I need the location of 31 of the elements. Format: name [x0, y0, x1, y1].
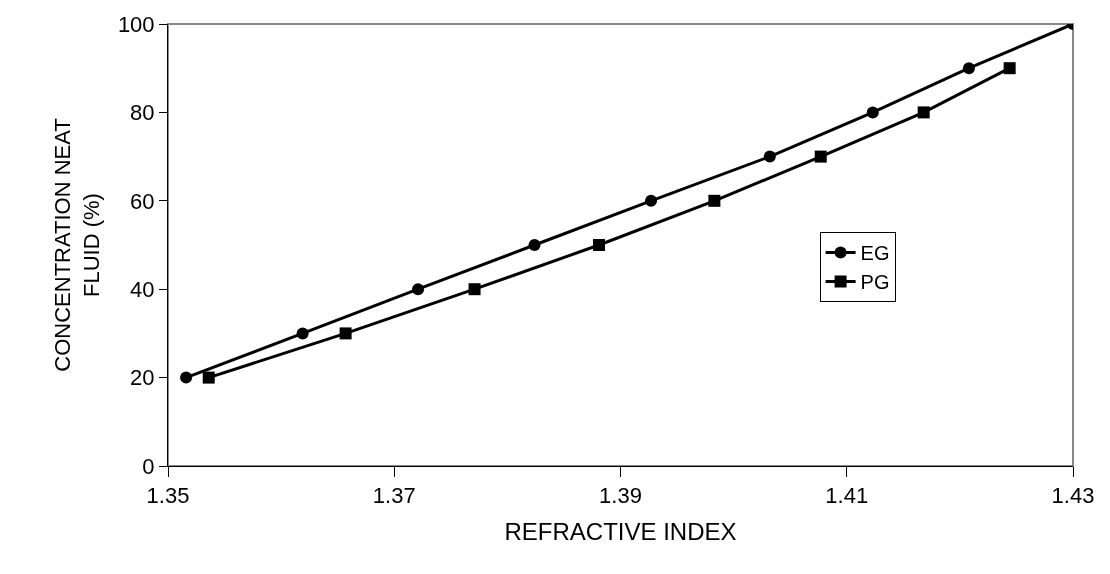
y-axis-title: CONCENTRATION NEAT FLUID (%) — [50, 118, 104, 372]
x-tick-label: 1.35 — [146, 483, 190, 509]
x-tick-label: 1.41 — [825, 483, 869, 509]
point — [866, 106, 879, 119]
y-tick-label: 0 — [142, 453, 155, 479]
y-tick-label: 40 — [130, 276, 155, 302]
x-tick-label: 1.39 — [599, 483, 642, 509]
point — [962, 62, 975, 75]
point — [1003, 62, 1016, 75]
point — [814, 150, 827, 163]
y-tick-label: 80 — [130, 100, 155, 126]
legend-label: EG — [860, 242, 890, 265]
point — [593, 239, 606, 251]
point — [645, 194, 658, 207]
legend-label: PG — [860, 271, 890, 294]
point — [917, 106, 930, 119]
point — [339, 327, 352, 340]
point — [180, 371, 193, 384]
point — [708, 194, 721, 207]
x-axis-title: REFRACTIVE INDEX — [504, 517, 737, 545]
y-tick-label: 20 — [130, 365, 155, 391]
point — [468, 283, 481, 296]
point — [202, 371, 215, 384]
point — [412, 283, 425, 296]
y-tick-label: 100 — [117, 11, 155, 37]
point — [296, 327, 309, 340]
x-tick-label: 1.43 — [1051, 483, 1095, 509]
x-tick-label: 1.37 — [372, 483, 416, 509]
y-tick-label: 60 — [130, 188, 155, 214]
point — [528, 239, 541, 251]
point — [763, 150, 776, 163]
